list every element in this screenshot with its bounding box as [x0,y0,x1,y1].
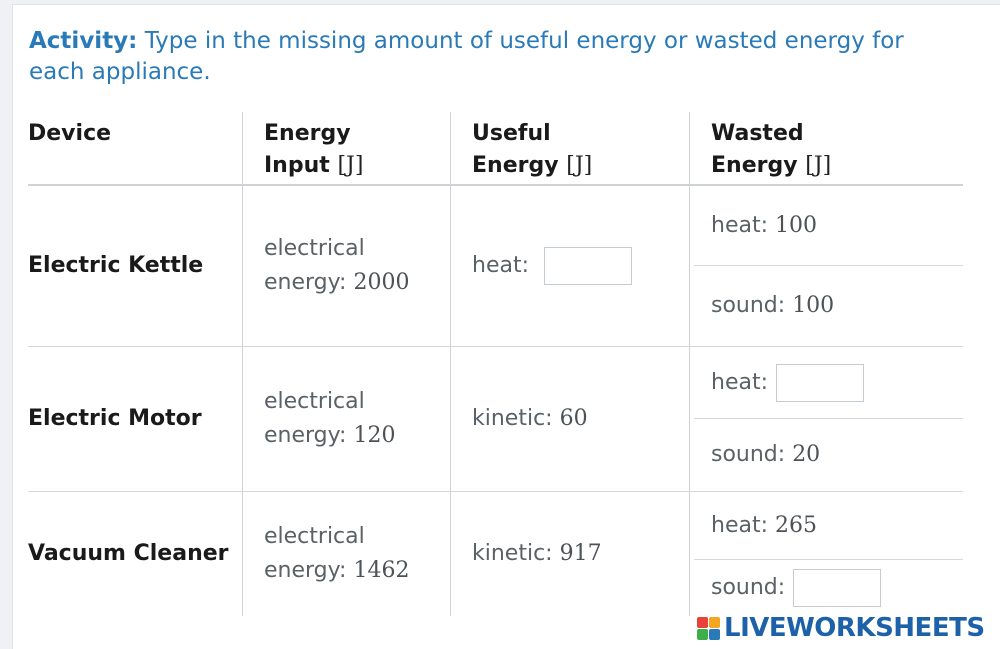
wasted-sound: sound: 100 [711,293,835,318]
wasted-sound: sound: 20 [711,442,821,467]
energy-table: Device Energy Input [J] Useful Energy [J… [28,112,963,616]
useful-energy-cell: heat: [450,185,690,347]
useful-energy-cell: kinetic: 60 [450,346,690,492]
table-row: Electric Kettle electrical energy: 2000 … [28,185,963,347]
device-name: Vacuum Cleaner [28,541,229,566]
useful-energy-cell: kinetic: 917 [450,491,690,616]
unit-joule: [J] [805,153,832,178]
wasted-heat-answer-input[interactable] [776,363,864,402]
wasted-heat: heat: 265 [694,492,963,560]
device-name: Electric Motor [28,346,243,492]
table-row: Electric Motor electrical energy: 120 ki… [28,346,963,492]
header-row: Device Energy Input [J] Useful Energy [J… [28,112,963,186]
wasted-energy-cell: heat: 100 sound: 100 [689,185,963,347]
header-device: Device [28,112,243,186]
wasted-heat: heat: 100 [694,186,963,266]
energy-input-cell: electrical energy: 2000 [242,185,451,347]
wasted-energy-cell: heat: sound: 20 [689,346,963,492]
wasted-sound-answer-input[interactable] [793,569,882,607]
wasted-sound: sound: [690,560,963,616]
unit-joule: [J] [337,153,364,178]
wasted-heat: heat: [694,347,963,419]
device-name: Electric Kettle [28,185,243,347]
table-row: Vacuum Cleaner electrical energy: 1462 k… [28,491,963,616]
logo-text: LIVEWORKSHEETS [724,613,985,643]
energy-input-cell: electrical energy: 1462 [242,491,451,616]
unit-joule: [J] [566,153,593,178]
header-wasted-energy: Wasted Energy [J] [689,112,963,186]
liveworksheets-logo: LIVEWORKSHEETS [697,612,985,644]
energy-input-cell: electrical energy: 120 [242,346,451,492]
activity-lead: Activity: [29,28,138,54]
wasted-energy-cell: heat: 265 sound: [689,491,963,616]
useful-heat-answer-input[interactable] [544,247,632,285]
header-useful-energy: Useful Energy [J] [450,112,690,186]
logo-grid-icon [697,616,720,640]
activity-text: Type in the missing amount of useful ene… [29,28,904,85]
activity-instructions: Activity: Type in the missing amount of … [29,26,959,88]
header-energy-input: Energy Input [J] [242,112,451,186]
